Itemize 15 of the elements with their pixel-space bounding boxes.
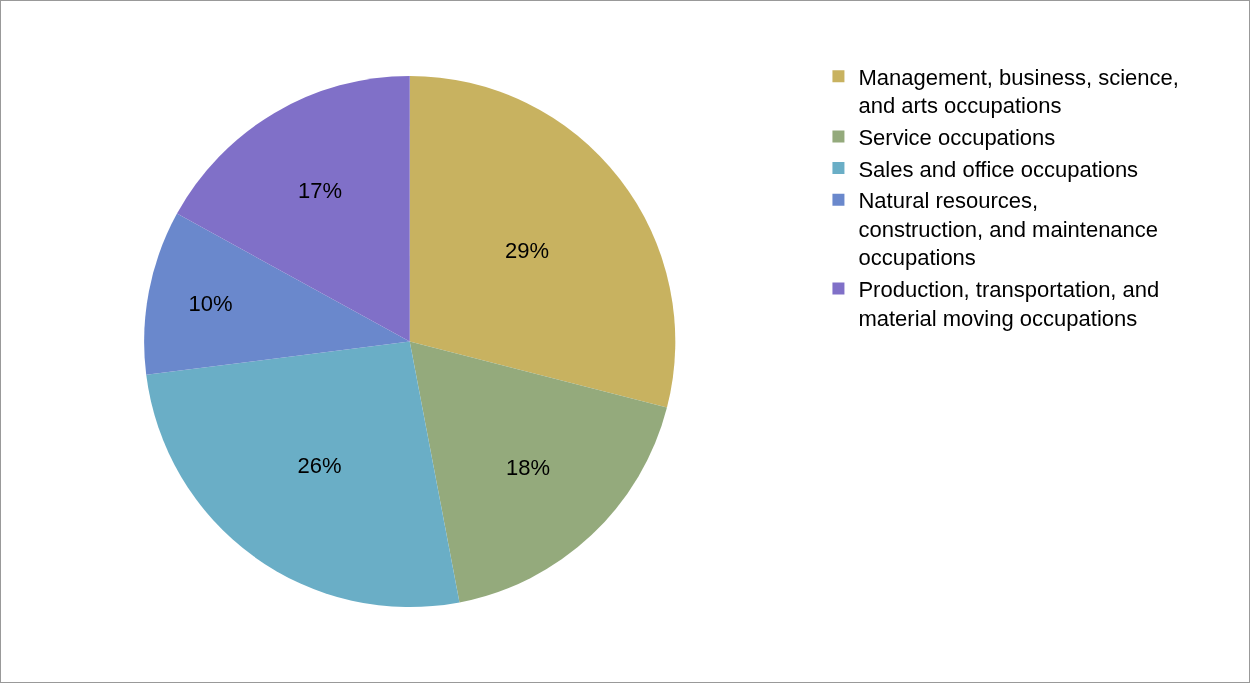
data-label: 18%	[506, 455, 551, 481]
pie-slice	[176, 75, 410, 342]
legend-label: Sales and office occupations	[858, 156, 1139, 182]
data-label: 10%	[188, 290, 233, 316]
data-label: 26%	[297, 453, 342, 479]
pie-slice	[144, 213, 410, 375]
pie-slice	[409, 341, 667, 603]
data-label: 17%	[298, 177, 343, 203]
data-label: 29%	[504, 238, 549, 264]
legend-label: Production, transportation, and material moving occupations	[858, 277, 1160, 331]
legend-label: Management, business, science, and arts occupations	[858, 64, 1179, 119]
pie-slice	[409, 75, 676, 408]
legend-label: Service occupations	[858, 125, 1056, 151]
legend-label: Natural resources, construction, and maintenance occupations	[858, 188, 1159, 271]
pie-slice	[146, 341, 460, 607]
